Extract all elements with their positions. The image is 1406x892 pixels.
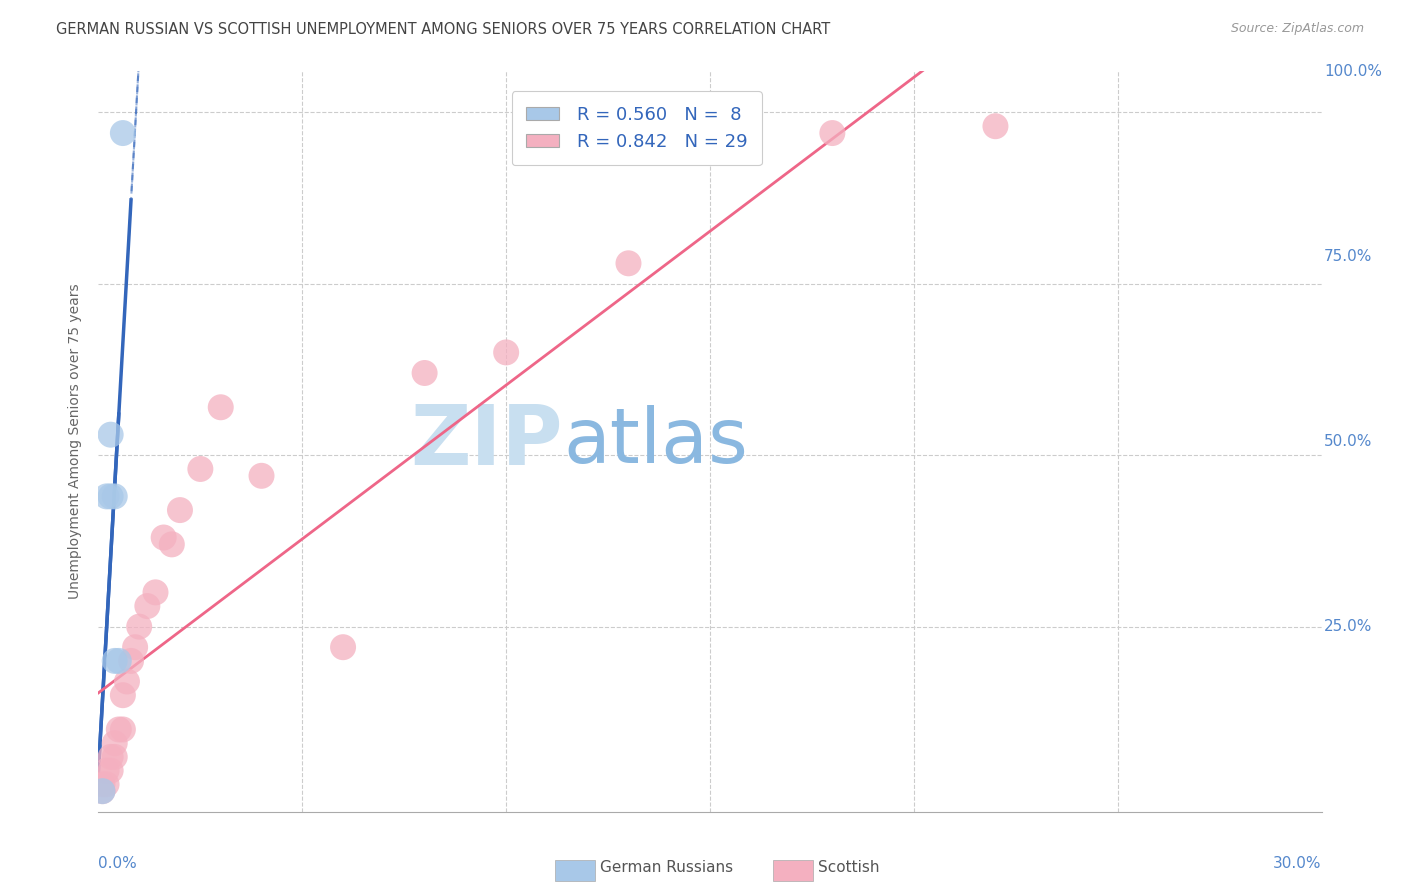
Point	[495, 345, 517, 359]
Point	[120, 654, 142, 668]
Text: 100.0%: 100.0%	[1324, 64, 1382, 78]
Point	[108, 654, 131, 668]
Text: German Russians: German Russians	[600, 860, 734, 874]
Point	[984, 119, 1007, 133]
Point	[413, 366, 436, 380]
Text: 30.0%: 30.0%	[1274, 856, 1322, 871]
Text: 75.0%: 75.0%	[1324, 249, 1372, 264]
Point	[91, 784, 114, 798]
Point	[104, 654, 127, 668]
Point	[91, 777, 114, 791]
Point	[100, 764, 122, 778]
Point	[96, 764, 118, 778]
Point	[108, 723, 131, 737]
Point	[111, 688, 134, 702]
Text: 50.0%: 50.0%	[1324, 434, 1372, 449]
Point	[100, 750, 122, 764]
Text: atlas: atlas	[564, 405, 748, 478]
Point	[104, 750, 127, 764]
Point	[115, 674, 138, 689]
Point	[160, 537, 183, 551]
Point	[100, 427, 122, 442]
Point	[188, 462, 212, 476]
Text: ZIP: ZIP	[411, 401, 564, 482]
Point	[332, 640, 354, 655]
Point	[250, 468, 273, 483]
Text: 0.0%: 0.0%	[98, 856, 138, 871]
Point	[821, 126, 844, 140]
Point	[128, 619, 150, 633]
Text: GERMAN RUSSIAN VS SCOTTISH UNEMPLOYMENT AMONG SENIORS OVER 75 YEARS CORRELATION : GERMAN RUSSIAN VS SCOTTISH UNEMPLOYMENT …	[56, 22, 831, 37]
Point	[136, 599, 159, 613]
Point	[124, 640, 146, 655]
Point	[104, 489, 127, 503]
Text: Source: ZipAtlas.com: Source: ZipAtlas.com	[1230, 22, 1364, 36]
Point	[111, 723, 134, 737]
Text: 25.0%: 25.0%	[1324, 619, 1372, 634]
Point	[111, 126, 134, 140]
Point	[104, 736, 127, 750]
Point	[209, 401, 232, 415]
Y-axis label: Unemployment Among Seniors over 75 years: Unemployment Among Seniors over 75 years	[69, 284, 83, 599]
Point	[152, 531, 174, 545]
Point	[145, 585, 167, 599]
Text: Scottish: Scottish	[818, 860, 880, 874]
Point	[96, 777, 118, 791]
Point	[91, 784, 114, 798]
Point	[617, 256, 640, 270]
Point	[169, 503, 191, 517]
Point	[100, 489, 122, 503]
Legend: R = 0.560   N =  8, R = 0.842   N = 29: R = 0.560 N = 8, R = 0.842 N = 29	[512, 92, 762, 165]
Point	[96, 489, 118, 503]
